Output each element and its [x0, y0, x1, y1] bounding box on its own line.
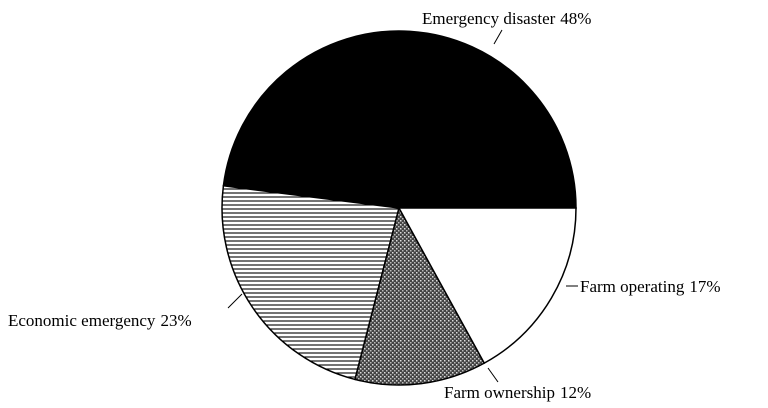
value-label: 48%	[560, 9, 591, 28]
category-label: Economic emergency	[8, 311, 156, 330]
slice-label: Emergency disaster 48%	[422, 9, 591, 28]
value-label: 12%	[560, 383, 591, 402]
pie-slice	[397, 207, 577, 365]
leader-line	[487, 367, 499, 383]
pie-slice	[221, 184, 400, 381]
slice-label: Farm ownership 12%	[444, 383, 591, 402]
slice-label: Farm operating 17%	[580, 277, 721, 296]
category-label: Farm ownership	[444, 383, 555, 402]
pie-slice	[354, 205, 486, 386]
category-label: Farm operating	[580, 277, 685, 296]
category-label: Emergency disaster	[422, 9, 556, 28]
pie-slice	[222, 30, 577, 209]
slice-label: Economic emergency 23%	[8, 311, 192, 330]
value-label: 17%	[689, 277, 720, 296]
leader-line	[227, 293, 243, 309]
leader-line	[493, 29, 503, 45]
value-label: 23%	[160, 311, 191, 330]
